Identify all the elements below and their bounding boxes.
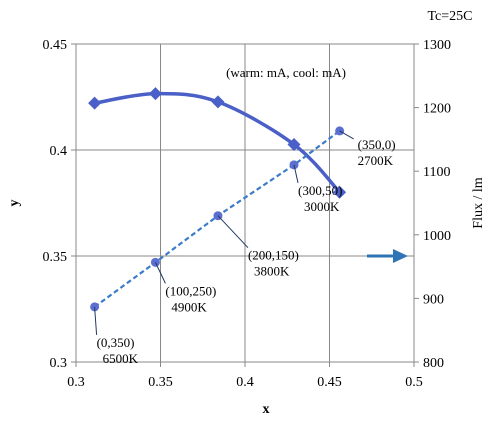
x-tick-label: 0.45 <box>317 375 342 390</box>
leader-line <box>293 164 299 183</box>
right-arrow-icon <box>367 249 408 263</box>
leader-line <box>339 130 354 140</box>
y-tick-label: 0.35 <box>43 250 68 265</box>
leader-line <box>94 306 98 335</box>
y2-tick-label: 900 <box>423 292 444 307</box>
point-label-line: (350,0) <box>358 137 396 152</box>
y-tick-label: 0.45 <box>43 38 68 53</box>
point-label-line: 3000K <box>304 199 340 214</box>
corner-note: Tc=25C <box>427 9 472 24</box>
flux-marker <box>148 87 162 101</box>
point-label: (100,250)4900K <box>154 262 216 314</box>
y2-tick-label: 800 <box>423 356 444 371</box>
leader-line <box>154 262 166 284</box>
y2-tick-label: 1000 <box>423 229 451 244</box>
chart-annotation: (warm: mA, cool: mA) <box>226 65 346 80</box>
point-label: (350,0)2700K <box>339 130 396 168</box>
axes <box>71 43 419 367</box>
x-tick-label: 0.4 <box>236 375 254 390</box>
flux-marker <box>287 137 301 151</box>
flux-marker <box>333 185 347 199</box>
x-tick-label: 0.5 <box>405 375 423 390</box>
flux-marker <box>88 96 102 110</box>
point-label-line: 3800K <box>254 264 290 279</box>
leader-line <box>217 215 249 249</box>
y-axis-title: y <box>7 200 22 207</box>
point-label-line: (0,350) <box>97 335 135 350</box>
x-axis-title: x <box>263 402 270 417</box>
point-label-line: (200,150) <box>248 248 299 263</box>
point-label-line: 6500K <box>103 351 139 366</box>
point-label-line: (100,250) <box>165 283 216 298</box>
y2-axis-title: Flux / lm <box>471 177 486 228</box>
y2-tick-label: 1200 <box>423 102 451 117</box>
point-label-line: (300,50) <box>298 183 342 198</box>
point-label: (300,50)3000K <box>293 164 342 214</box>
point-label: (0,350)6500K <box>94 306 139 366</box>
y-tick-label: 0.4 <box>50 144 68 159</box>
point-labels: (0,350)6500K(100,250)4900K(200,150)3800K… <box>94 130 396 366</box>
gridlines <box>76 44 414 362</box>
y2-tick-label: 1300 <box>423 38 451 53</box>
flux-line <box>94 91 341 194</box>
point-label-line: 4900K <box>171 299 207 314</box>
point-label-line: 2700K <box>358 153 394 168</box>
y-tick-label: 0.3 <box>50 356 68 371</box>
point-label: (200,150)3800K <box>217 215 299 279</box>
tick-labels: 0.3 0.35 0.4 0.45 0.5 0.3 0.35 0.4 0.45 800 900 100… <box>43 38 452 390</box>
x-tick-label: 0.3 <box>67 375 85 390</box>
flux-series <box>88 87 347 199</box>
y2-tick-label: 1100 <box>423 165 450 180</box>
flux-marker <box>211 95 225 109</box>
x-tick-label: 0.35 <box>148 375 173 390</box>
